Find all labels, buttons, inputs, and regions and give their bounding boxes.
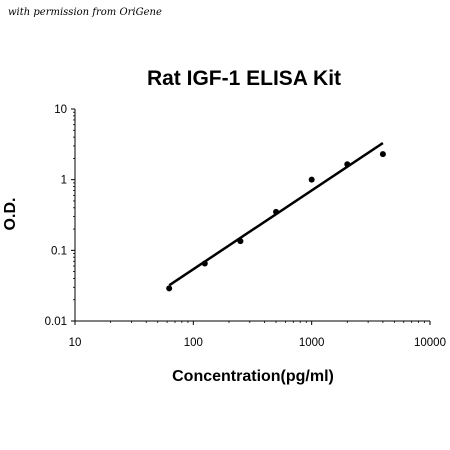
y-tick-label: 10 <box>54 104 67 116</box>
data-point <box>166 285 173 292</box>
y-axis-label: O.D. <box>2 198 19 231</box>
x-axis-label: Concentration(pg/ml) <box>172 368 334 385</box>
data-point <box>201 260 208 267</box>
x-tick-label: 10 <box>69 337 82 349</box>
x-tick-label: 100 <box>184 337 203 349</box>
y-tick-label: 0.01 <box>45 316 67 328</box>
chart-title: Rat IGF-1 ELISA Kit <box>147 67 341 90</box>
data-point <box>308 176 315 183</box>
data-point <box>344 161 351 168</box>
data-point <box>273 208 280 215</box>
data-point <box>237 238 244 245</box>
y-tick-label: 1 <box>61 175 67 187</box>
x-tick-label: 1000 <box>299 337 325 349</box>
y-tick-label: 0.1 <box>51 245 67 257</box>
x-tick-label: 10000 <box>414 337 446 349</box>
plot-area: 0.01 0.1 1 10 10 100 1000 10000 <box>45 104 446 349</box>
data-point <box>379 151 386 158</box>
credit-text: with permission from OriGene <box>8 7 162 18</box>
